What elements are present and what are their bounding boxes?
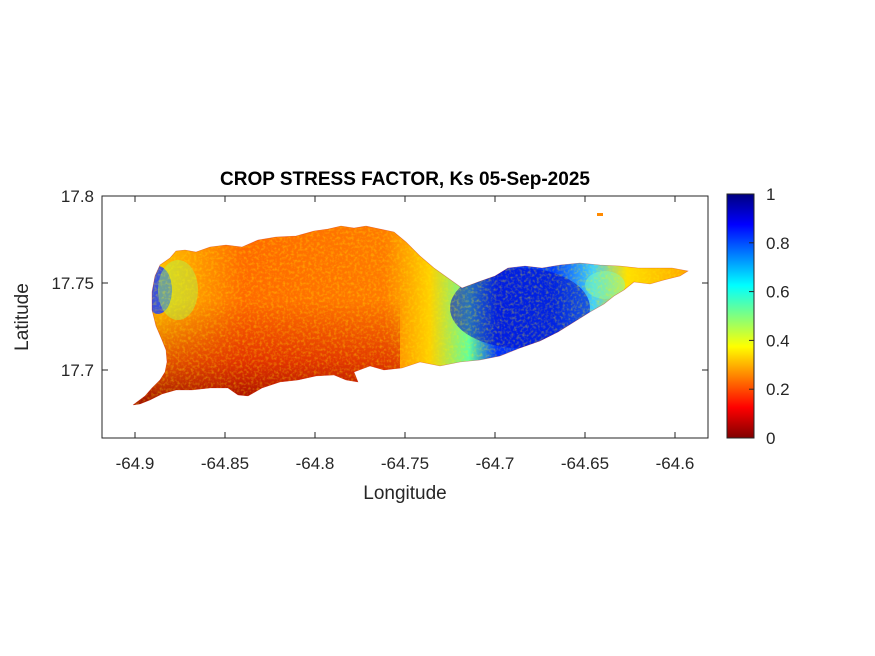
colorbar-tick-label: 0.4 <box>766 331 790 350</box>
x-tick-label: -64.75 <box>381 454 429 473</box>
x-tick-label: -64.65 <box>561 454 609 473</box>
chart-title: CROP STRESS FACTOR, Ks 05-Sep-2025 <box>220 169 590 190</box>
x-tick-label: -64.6 <box>656 454 695 473</box>
ks-map-cay <box>597 213 603 216</box>
colorbar: 1 0.8 0.6 0.4 0.2 0 <box>726 185 790 448</box>
x-axis-label: Longitude <box>363 483 446 504</box>
x-tick-label: -64.9 <box>116 454 155 473</box>
colorbar-tick-label: 0.6 <box>766 283 790 302</box>
y-tick-label: 17.75 <box>51 274 94 293</box>
x-tick-label: -64.85 <box>201 454 249 473</box>
y-tick-label: 17.7 <box>61 361 94 380</box>
y-axis: 17.8 17.75 17.7 <box>51 187 708 380</box>
colorbar-tick-label: 0.2 <box>766 380 790 399</box>
colorbar-tick-label: 0.8 <box>766 234 790 253</box>
colorbar-tick-label: 0 <box>766 429 775 448</box>
x-tick-label: -64.8 <box>296 454 335 473</box>
y-axis-label: Latitude <box>12 283 33 351</box>
x-axis: -64.9 -64.85 -64.8 -64.75 -64.7 -64.65 -… <box>116 196 695 473</box>
colorbar-ramp <box>726 193 755 439</box>
x-tick-label: -64.7 <box>476 454 515 473</box>
y-tick-label: 17.8 <box>61 187 94 206</box>
colorbar-tick-label: 1 <box>766 185 775 204</box>
